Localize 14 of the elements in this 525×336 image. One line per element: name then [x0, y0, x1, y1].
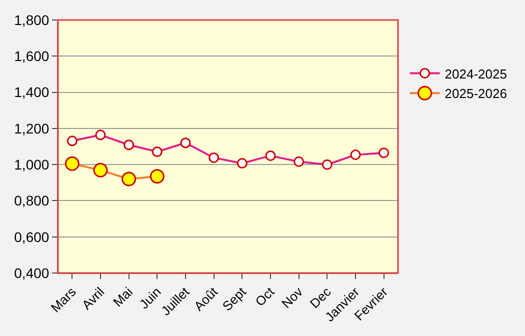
legend-label: 2025-2026 [444, 86, 507, 102]
x-tick-label: Nov [278, 284, 306, 312]
y-tick-label: 1,200 [14, 120, 50, 136]
y-tick-label: 1,000 [14, 156, 50, 172]
y-tick-label: 1,600 [14, 48, 50, 64]
legend-label: 2024-2025 [444, 66, 507, 82]
y-tick-label: 0,400 [14, 264, 50, 281]
y-tick-label: 0,800 [14, 192, 50, 209]
x-tick-label: Juin [136, 284, 164, 312]
x-tick-label: Mai [110, 284, 136, 310]
x-tick-label: Oct [252, 284, 278, 310]
y-tick-label: 1,400 [14, 84, 50, 100]
y-tick-label: 0,600 [14, 228, 50, 245]
y-tick-label: 1,800 [14, 12, 50, 28]
